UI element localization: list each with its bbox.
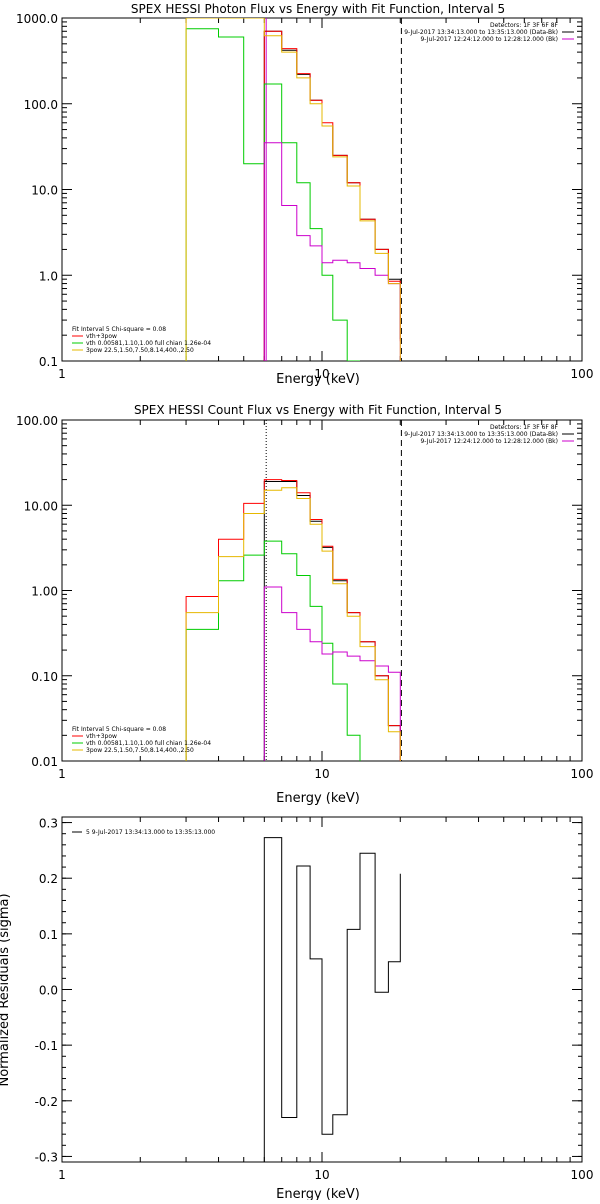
histogram-series-2 <box>185 28 360 361</box>
count-chart-title: SPEX HESSI Count Flux vs Energy with Fit… <box>134 403 502 417</box>
legend-text: Detectors: 1F 3F 6F 8F <box>490 424 559 431</box>
photon-marks: 1 10 100 0.1 1.0 10.0 100.0 1000.0 Detectors: 1F… <box>16 12 593 381</box>
legend-text: vth 0.00581,1.10,1.00 full chian 1.26e-0… <box>86 340 211 347</box>
legend-text: vth+3pow <box>86 733 117 740</box>
legend-text: 9-Jul-2017 13:34:13.000 to 13:35:13.000 … <box>404 431 558 438</box>
legend-text: 9-Jul-2017 12:24:12.000 to 12:28:12.000 … <box>420 36 558 43</box>
y-tick-label: -0.2 <box>35 1095 58 1109</box>
photon-chart-title: SPEX HESSI Photon Flux vs Energy with Fi… <box>131 2 505 16</box>
legend-text: 5 9-Jul-2017 13:34:13.000 to 13:35:13.00… <box>86 829 215 836</box>
x-tick-label: 1 <box>58 767 66 781</box>
y-tick-label: 10.0 <box>31 184 58 198</box>
histogram-series-0 <box>263 481 401 761</box>
histogram-series-3 <box>263 142 401 361</box>
residuals-panel: 1 10 100 -0.3 -0.2 -0.1 0.0 0.1 0.2 0.3 5 9-Jul-20… <box>0 816 594 1202</box>
x-tick-label: 100 <box>571 767 594 781</box>
y-tick-label: 0.2 <box>39 872 58 886</box>
histogram-series-4 <box>185 18 401 361</box>
y-tick-label: 0.0 <box>39 984 58 998</box>
residuals-y-axis-title: Normalized Residuals (sigma) <box>0 893 12 1086</box>
legend-text: Detectors: 1F 3F 6F 8F <box>490 22 559 29</box>
legend-text: 3pow 22.5,1.50,7.50,8.14,400.,2.50 <box>86 347 194 354</box>
legend-text: 9-Jul-2017 13:34:13.000 to 13:35:13.000 … <box>404 29 558 36</box>
x-tick-label: 1 <box>58 367 66 381</box>
y-tick-label: 0.3 <box>39 817 58 831</box>
histogram-series-4 <box>185 487 401 761</box>
legend-text: Fit Interval 5 Chi-square = 0.08 <box>72 726 166 733</box>
count-x-axis-title: Energy (keV) <box>276 791 360 806</box>
residuals-x-axis-title: Energy (keV) <box>276 1187 360 1200</box>
x-tick-label: 100 <box>571 367 594 381</box>
residuals-marks: 1 10 100 -0.3 -0.2 -0.1 0.0 0.1 0.2 0.3 5 9-Jul-20… <box>35 817 594 1182</box>
y-tick-label: 0.01 <box>31 755 58 769</box>
legend-text: 9-Jul-2017 12:24:12.000 to 12:28:12.000 … <box>420 438 558 445</box>
count-plot-frame <box>61 419 583 762</box>
photon-plot-frame <box>61 17 583 362</box>
x-tick-label: 10 <box>314 1168 329 1182</box>
legend-text: vth 0.00581,1.10,1.00 full chian 1.26e-0… <box>86 740 211 747</box>
histogram-series-0 <box>263 837 401 1162</box>
photon-flux-panel: SPEX HESSI Photon Flux vs Energy with Fi… <box>16 2 593 387</box>
x-tick-label: 10 <box>314 367 329 381</box>
y-tick-label: -0.3 <box>35 1150 58 1164</box>
y-tick-label: 1.0 <box>39 269 58 283</box>
x-tick-label: 100 <box>571 1168 594 1182</box>
y-tick-label: 10.00 <box>24 499 58 513</box>
legend-text: vth+3pow <box>86 333 117 340</box>
count-flux-panel: SPEX HESSI Count Flux vs Energy with Fit… <box>16 403 593 806</box>
y-tick-label: 1000.0 <box>16 12 58 26</box>
histogram-series-3 <box>263 586 401 761</box>
photon-x-axis-title: Energy (keV) <box>276 372 360 387</box>
x-tick-label: 10 <box>314 767 329 781</box>
legend-text: 3pow 22.5,1.50,7.50,8.14,400.,2.50 <box>86 747 194 754</box>
histogram-series-2 <box>185 540 361 761</box>
x-tick-label: 1 <box>58 1168 66 1182</box>
y-tick-label: 0.1 <box>39 928 58 942</box>
y-tick-label: 1.00 <box>31 585 58 599</box>
y-tick-label: 100.0 <box>24 98 58 112</box>
y-tick-label: 0.10 <box>31 670 58 684</box>
legend-text: Fit Interval 5 Chi-square = 0.08 <box>72 326 166 333</box>
y-tick-label: -0.1 <box>35 1039 58 1053</box>
y-tick-label: 0.1 <box>39 355 58 369</box>
y-tick-label: 100.00 <box>16 414 58 428</box>
count-marks: 1 10 100 0.01 0.10 1.00 10.00 100.00 Detectors: … <box>16 414 593 781</box>
